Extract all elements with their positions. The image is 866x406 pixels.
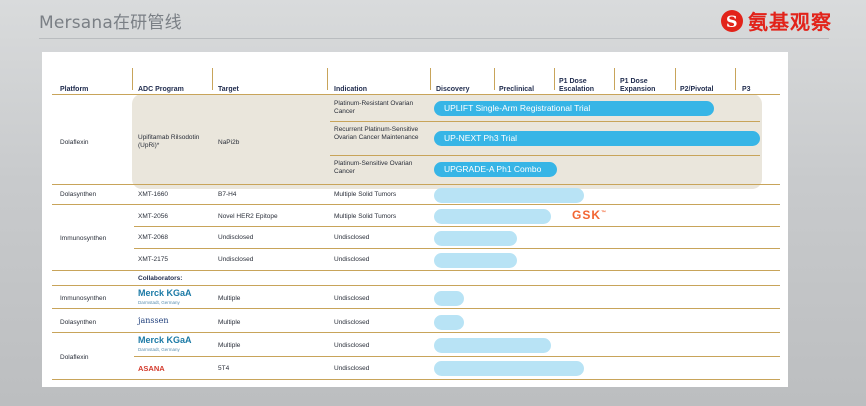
header-divider [614, 68, 615, 90]
row-divider [330, 155, 760, 156]
row-divider [134, 248, 780, 249]
target-label: 5T4 [218, 365, 230, 372]
asana-dolaflexin-bar [434, 361, 584, 376]
program-label: Upifitamab Rilsodotin (UpRi)* [138, 134, 200, 149]
merck-immunosynthen-bar [434, 291, 464, 306]
indication-label: Undisclosed [334, 234, 370, 241]
xmt-1660-bar [434, 188, 584, 203]
program-label: XMT-2175 [138, 256, 168, 263]
row-divider [134, 226, 780, 227]
header-preclinical: Preclinical [499, 86, 535, 93]
target-label: NaPi2b [218, 139, 240, 146]
target-label: Multiple [218, 342, 241, 349]
header-indication: Indication [334, 86, 368, 93]
header-p1-dose-escalation: P1 Dose Escalation [559, 78, 595, 93]
merck-partner-logo: Merck KGaA Darmstadt, Germany [138, 335, 192, 353]
header-divider [554, 68, 555, 90]
program-label: XMT-2068 [138, 234, 168, 241]
header-p1-dose-expansion: P1 Dose Expansion [620, 78, 656, 93]
row-divider [52, 94, 780, 95]
page-title: Mersana在研管线 [39, 13, 182, 33]
row-divider [52, 184, 780, 185]
header-adc-program: ADC Program [138, 86, 184, 93]
indication-label: Undisclosed [334, 295, 370, 302]
asana-partner-logo: ASANA [138, 364, 165, 373]
row-divider [52, 285, 780, 286]
indication-label: Undisclosed [334, 319, 370, 326]
brand-name: 氨基观察 [748, 10, 832, 34]
gsk-partner-logo: GSK™ [572, 208, 608, 222]
xmt-2068-bar [434, 231, 517, 246]
program-label: XMT-1660 [138, 191, 168, 198]
header-divider [327, 68, 328, 90]
platform-label: Dolasynthen [60, 319, 97, 326]
xmt-2175-bar [434, 253, 517, 268]
platform-label: Dolasynthen [60, 191, 97, 198]
platform-label: Immunosynthen [60, 295, 107, 302]
indication-label: Platinum-Sensitive Ovarian Cancer [334, 160, 413, 175]
row-divider [330, 121, 760, 122]
platform-label: Immunosynthen [60, 235, 107, 242]
indication-label: Multiple Solid Tumors [334, 191, 397, 198]
target-label: B7-H4 [218, 191, 237, 198]
header-target: Target [218, 86, 239, 93]
header-divider [494, 68, 495, 90]
row-divider [52, 204, 780, 205]
header-divider [430, 68, 431, 90]
header-divider [735, 68, 736, 90]
indication-label: Recurrent Platinum-Sensitive Ovarian Can… [334, 126, 419, 141]
janssen-partner-logo: janssen [138, 316, 169, 325]
row-divider [134, 356, 780, 357]
xmt-2056-bar [434, 209, 551, 224]
header-p2-pivotal: P2/Pivotal [680, 86, 714, 93]
target-label: Undisclosed [218, 256, 254, 263]
indication-label: Undisclosed [334, 365, 370, 372]
row-divider [52, 332, 780, 333]
collaborators-heading: Collaborators: [138, 275, 183, 282]
brand-mark-icon: S [721, 9, 743, 32]
header-divider [675, 68, 676, 90]
row-divider [52, 270, 780, 271]
target-label: Multiple [218, 295, 241, 302]
row-divider [52, 308, 780, 309]
indication-label: Multiple Solid Tumors [334, 213, 397, 220]
row-divider [52, 379, 780, 380]
header-platform: Platform [60, 86, 89, 93]
platform-label: Dolaflexin [60, 139, 89, 146]
merck-dolaflexin-bar [434, 338, 551, 353]
platform-label: Dolaflexin [60, 354, 89, 361]
header-divider [132, 68, 133, 90]
upgrade-a-trial-bar: UPGRADE-A Ph1 Combo [434, 162, 557, 177]
target-label: Multiple [218, 319, 241, 326]
merck-partner-logo: Merck KGaA Darmstadt, Germany [138, 288, 192, 306]
header-p3: P3 [742, 86, 751, 93]
indication-label: Undisclosed [334, 256, 370, 263]
title-divider [39, 38, 829, 39]
janssen-dolasynthen-bar [434, 315, 464, 330]
target-label: Undisclosed [218, 234, 254, 241]
indication-label: Undisclosed [334, 342, 370, 349]
pipeline-slide: Platform ADC Program Target Indication D… [42, 52, 788, 387]
up-next-trial-bar: UP-NEXT Ph3 Trial [434, 131, 760, 146]
program-label: XMT-2056 [138, 213, 168, 220]
header-discovery: Discovery [436, 86, 470, 93]
target-label: Novel HER2 Epitope [218, 213, 278, 220]
header-divider [212, 68, 213, 90]
uplift-trial-bar: UPLIFT Single-Arm Registrational Trial [434, 101, 714, 116]
indication-label: Platinum-Resistant Ovarian Cancer [334, 100, 414, 115]
brand-logo: S 氨基观察 [721, 6, 832, 35]
